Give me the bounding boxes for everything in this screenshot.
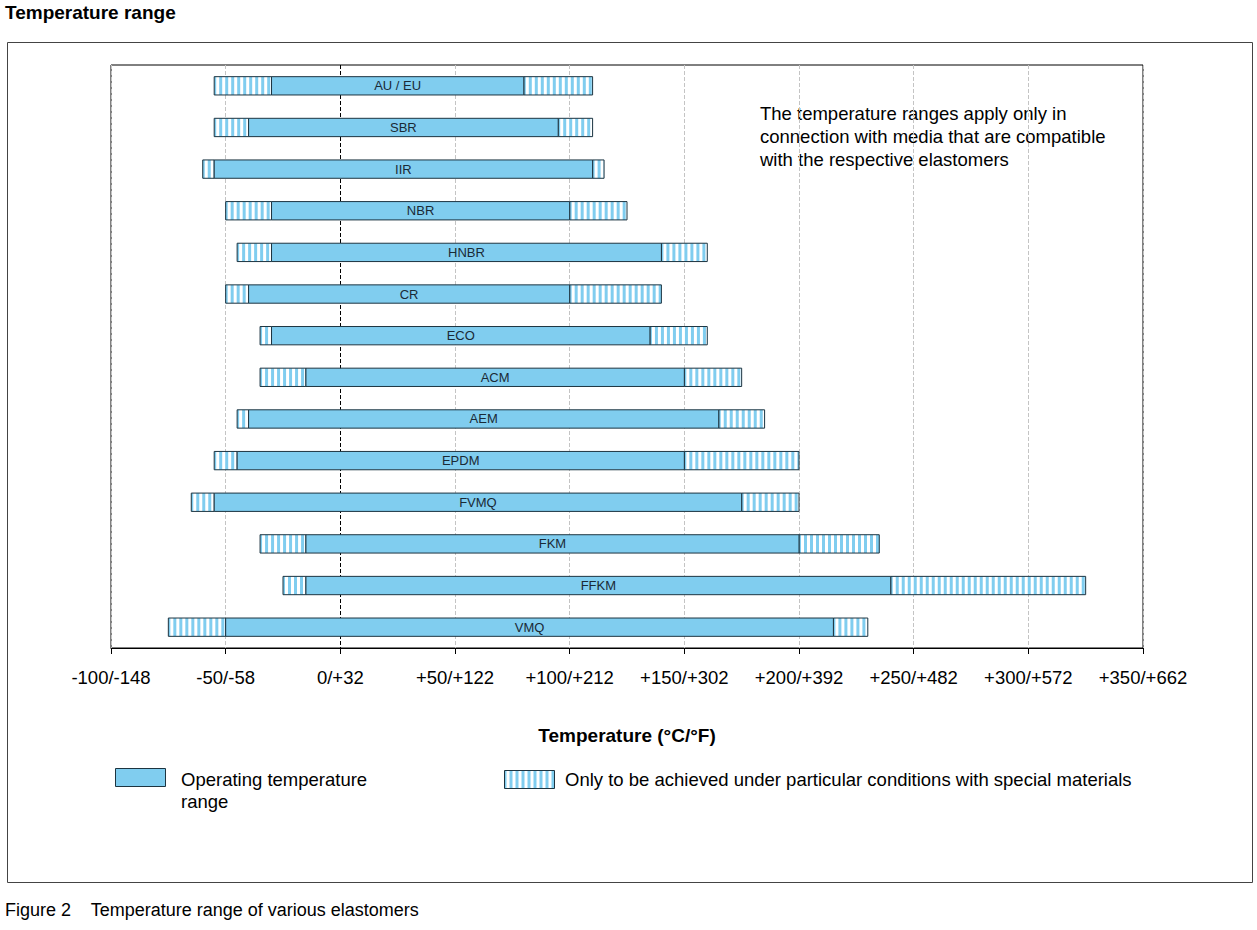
svg-text:Temperature (°C/°F): Temperature (°C/°F) <box>538 725 715 746</box>
svg-text:NBR: NBR <box>407 203 434 218</box>
svg-text:0/+32: 0/+32 <box>317 667 364 688</box>
svg-text:-50/-58: -50/-58 <box>196 667 255 688</box>
svg-text:+50/+122: +50/+122 <box>416 667 494 688</box>
svg-text:+200/+392: +200/+392 <box>755 667 843 688</box>
svg-text:EPDM: EPDM <box>442 453 480 468</box>
svg-text:connection with media that are: connection with media that are compatibl… <box>760 126 1111 147</box>
svg-text:FKM: FKM <box>539 536 566 551</box>
svg-text:+350/+662: +350/+662 <box>1099 667 1187 688</box>
svg-text:+100/+212: +100/+212 <box>525 667 613 688</box>
svg-text:AEM: AEM <box>470 411 498 426</box>
svg-text:VMQ: VMQ <box>515 620 545 635</box>
svg-text:+300/+572: +300/+572 <box>984 667 1072 688</box>
svg-text:FVMQ: FVMQ <box>459 495 497 510</box>
svg-text:-100/-148: -100/-148 <box>71 667 150 688</box>
svg-text:with the respective elastomers: with the respective elastomers <box>759 149 1009 170</box>
svg-text:+250/+482: +250/+482 <box>869 667 957 688</box>
svg-text:FFKM: FFKM <box>581 578 616 593</box>
svg-text:+150/+302: +150/+302 <box>640 667 728 688</box>
svg-text:Temperature range: Temperature range <box>5 2 176 23</box>
svg-text:SBR: SBR <box>390 120 417 135</box>
svg-text:HNBR: HNBR <box>448 245 485 260</box>
svg-text:Operating temperature: Operating temperature <box>181 769 372 790</box>
svg-text:range: range <box>181 791 228 812</box>
svg-text:Figure 2 Temperature range: Figure 2 Temperature range of various el… <box>5 900 419 920</box>
svg-text:IIR: IIR <box>395 162 412 177</box>
svg-text:Only to be achieved under part: Only to be achieved under particular con… <box>565 769 1132 790</box>
svg-text:CR: CR <box>400 287 419 302</box>
svg-text:ACM: ACM <box>481 370 510 385</box>
svg-text:ECO: ECO <box>447 328 475 343</box>
svg-text:The temperature ranges apply o: The temperature ranges apply only in <box>760 103 1072 124</box>
svg-text:AU / EU: AU / EU <box>374 78 421 93</box>
